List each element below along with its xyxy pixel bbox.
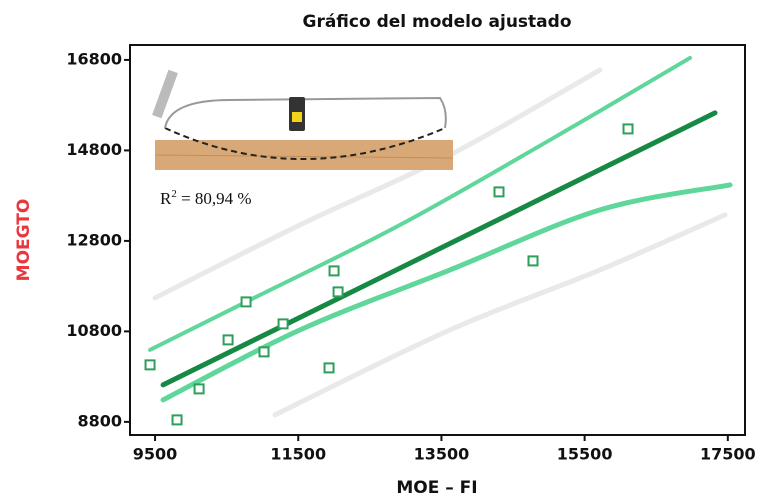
data-point [222,334,234,346]
x-tick-label: 17500 [700,445,756,464]
y-tick-label: 14800 [66,140,122,159]
data-point [622,123,634,135]
data-point [258,346,270,358]
r2-base: R [160,189,172,208]
fit-curve [160,110,718,388]
fit-curve [272,212,728,418]
y-axis-label: MOEGTO [14,199,34,282]
hammer [152,69,178,119]
deflection-curve [164,127,446,160]
data-point [493,186,505,198]
y-tick-label: 16800 [66,49,122,68]
data-point [277,318,289,330]
r2-sup: 2 [171,188,177,200]
data-point [171,414,183,426]
data-point [193,383,205,395]
y-tick-label: 12800 [66,230,122,249]
data-point [328,265,340,277]
device-screen [292,112,302,122]
x-tick-label: 13500 [414,445,470,464]
data-point [332,286,344,298]
x-tick-label: 9500 [133,445,178,464]
fit-curve [160,182,733,403]
x-tick-label: 11500 [270,445,326,464]
plot-frame [129,44,746,436]
fit-curve [148,55,693,352]
x-tick-label: 15500 [557,445,613,464]
data-point [144,359,156,371]
x-axis-label: MOE – FI [396,478,477,498]
r2-text: = 80,94 % [177,189,252,208]
fit-curve [152,67,603,301]
data-point [240,296,252,308]
wire [164,96,447,129]
chart-title: Gráfico del modelo ajustado [302,12,571,32]
y-tick-label: 8800 [77,411,122,430]
y-tick-label: 10800 [66,321,122,340]
wood-grain [154,154,454,159]
data-point [323,362,335,374]
plot-layer [144,55,733,426]
inset-illustration [152,69,454,170]
r2-annotation: R2 = 80,94 % [160,188,252,208]
data-point [527,255,539,267]
